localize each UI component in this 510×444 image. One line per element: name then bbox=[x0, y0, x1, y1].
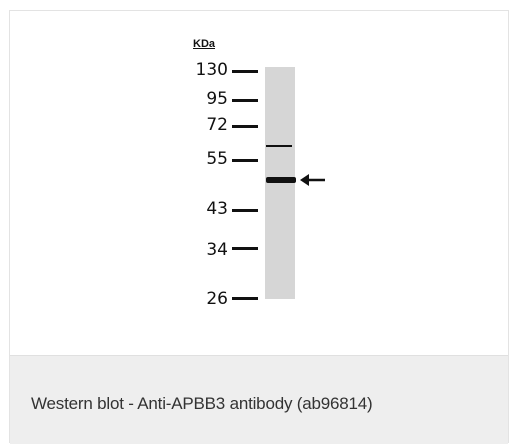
western-blot-image: KDa 130 95 72 55 43 34 26 bbox=[10, 11, 508, 355]
marker-label-43: 43 bbox=[206, 199, 228, 219]
figure-card: KDa 130 95 72 55 43 34 26 Western blot -… bbox=[9, 10, 509, 444]
marker-tick-72 bbox=[232, 125, 258, 128]
marker-label-26: 26 bbox=[206, 289, 228, 309]
marker-label-34: 34 bbox=[206, 240, 228, 260]
marker-tick-43 bbox=[232, 209, 258, 212]
marker-label-130: 130 bbox=[195, 60, 228, 80]
marker-tick-95 bbox=[232, 99, 258, 102]
marker-tick-34 bbox=[232, 247, 258, 250]
marker-tick-130 bbox=[232, 70, 258, 73]
marker-label-72: 72 bbox=[206, 115, 228, 135]
marker-tick-55 bbox=[232, 159, 258, 162]
caption-bar: Western blot - Anti-APBB3 antibody (ab96… bbox=[10, 355, 508, 444]
figure-caption: Western blot - Anti-APBB3 antibody (ab96… bbox=[31, 394, 373, 413]
marker-label-95: 95 bbox=[206, 89, 228, 109]
marker-tick-26 bbox=[232, 297, 258, 300]
arrow-left-icon bbox=[300, 174, 325, 186]
faint-band bbox=[266, 145, 292, 147]
unit-label: KDa bbox=[193, 38, 216, 50]
target-band bbox=[266, 177, 296, 183]
gel-lane bbox=[265, 67, 295, 299]
marker-label-55: 55 bbox=[206, 149, 228, 169]
